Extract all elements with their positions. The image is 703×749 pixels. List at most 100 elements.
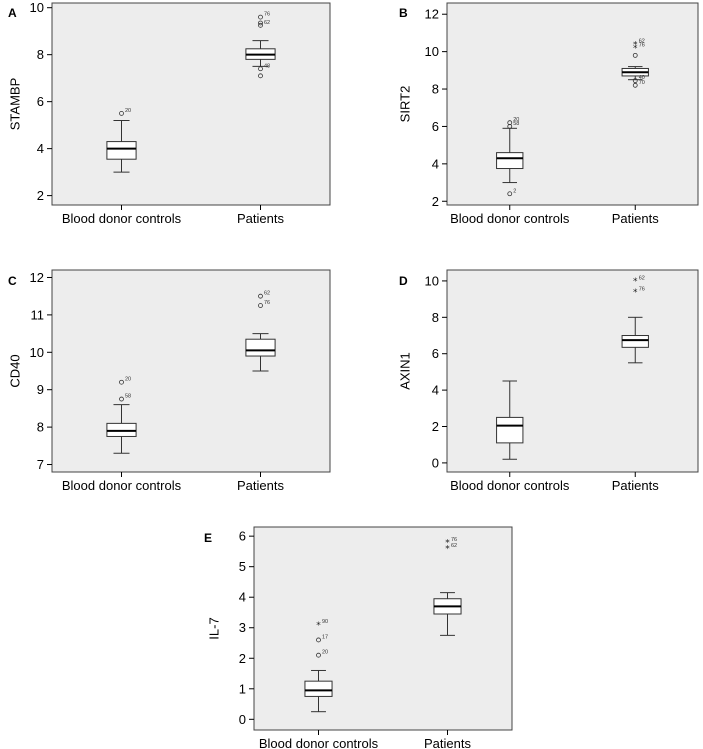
y-axis-label: IL-7 xyxy=(206,617,221,639)
plot-area xyxy=(446,2,699,206)
y-tick-label: 2 xyxy=(37,188,44,203)
y-axis-label: CD40 xyxy=(7,354,22,387)
y-tick-label: 0 xyxy=(432,455,439,470)
chart-panel-c: 7 8 9 10 11 12 CD40 C Blood donor controls Patien… xyxy=(7,269,331,493)
outlier-label: 62 xyxy=(451,543,457,549)
y-axis-label: AXIN1 xyxy=(397,352,412,390)
outlier-circle-marker xyxy=(258,66,263,72)
y-tick-label: 8 xyxy=(432,82,439,97)
outlier-label: 76 xyxy=(451,537,457,543)
y-tick-label: 5 xyxy=(239,559,246,574)
y-tick-label: 0 xyxy=(239,712,246,727)
chart-panel-b: 2 4 6 8 10 12 SIRT2 B Blood donor controls Patien… xyxy=(397,2,699,226)
outlier-circle-marker xyxy=(632,52,638,58)
panel-letter: A xyxy=(8,6,17,20)
outlier-star-marker: * xyxy=(633,40,638,50)
outlier-label: 2 xyxy=(513,188,516,194)
plot-area xyxy=(51,2,331,206)
panel-letter: E xyxy=(204,531,212,545)
y-tick-label: 9 xyxy=(37,382,44,397)
outlier-circle-marker xyxy=(258,293,263,299)
y-tick-label: 4 xyxy=(432,383,439,398)
outlier-circle-marker xyxy=(258,20,263,26)
y-tick-label: 3 xyxy=(239,620,246,635)
box-plot-patients: * 76* 62 xyxy=(433,537,462,636)
chart-panel-e: 0 1 2 3 4 5 6 IL-7 E Blood donor controls Patients… xyxy=(204,526,513,749)
box-plot-patients: 62 76 xyxy=(245,291,276,372)
iqr-box xyxy=(621,335,649,348)
outlier-label: 62 xyxy=(639,39,645,45)
outlier-label: 62 xyxy=(264,20,270,26)
box-plot-patients: 76 62 48 xyxy=(245,12,276,79)
outlier-star-marker: * xyxy=(633,277,638,287)
y-tick-label: 2 xyxy=(432,419,439,434)
panel-letter: D xyxy=(399,274,408,288)
outlier-label: 58 xyxy=(125,394,131,400)
x-tick-label: Blood donor controls xyxy=(62,211,182,226)
x-tick-label: Blood donor controls xyxy=(259,736,379,749)
x-tick-label: Patients xyxy=(237,478,284,493)
iqr-box xyxy=(496,152,524,170)
iqr-box xyxy=(304,680,333,697)
y-tick-label: 11 xyxy=(31,307,45,322)
outlier-circle-marker xyxy=(258,303,263,308)
y-tick-label: 12 xyxy=(30,270,44,285)
y-tick-label: 8 xyxy=(432,310,439,325)
y-tick-label: 10 xyxy=(425,44,439,59)
outlier-label: 20 xyxy=(125,108,131,114)
outlier-label: 76 xyxy=(639,286,645,292)
outlier-label: 40 xyxy=(639,75,645,81)
outlier-star-marker: * xyxy=(445,538,450,548)
outlier-label: 76 xyxy=(639,42,645,48)
outlier-star-marker: * xyxy=(633,44,638,54)
outlier-star-marker: * xyxy=(633,288,638,298)
outlier-circle-marker xyxy=(119,110,124,116)
plot-area xyxy=(253,526,513,731)
box-plot-controls xyxy=(496,380,524,460)
outlier-circle-marker xyxy=(258,14,263,20)
outlier-label: 76 xyxy=(264,300,270,306)
y-axis-label: STAMBP xyxy=(7,78,22,131)
y-tick-label: 8 xyxy=(37,420,44,435)
y-tick-label: 4 xyxy=(432,156,439,171)
outlier-circle-marker xyxy=(119,379,124,385)
y-tick-label: 4 xyxy=(239,590,246,605)
outlier-label: 20 xyxy=(513,117,519,123)
outlier-circle-marker xyxy=(316,652,321,658)
x-tick-label: Patients xyxy=(612,478,659,493)
chart-panel-d: 0 2 4 6 8 10 AXIN1 D Blood donor controls Patient… xyxy=(397,269,699,493)
outlier-circle-marker xyxy=(316,637,321,643)
outlier-label: 76 xyxy=(264,12,270,18)
x-tick-label: Blood donor controls xyxy=(62,478,182,493)
y-tick-label: 10 xyxy=(425,273,439,288)
box-plot-controls: 20 xyxy=(106,108,137,173)
outlier-label: 20 xyxy=(125,377,131,383)
outlier-circle-marker xyxy=(632,82,638,88)
x-tick-label: Blood donor controls xyxy=(450,478,570,493)
iqr-box xyxy=(245,338,276,357)
y-tick-label: 10 xyxy=(30,345,44,360)
outlier-label: 17 xyxy=(322,634,328,640)
outlier-circle-marker xyxy=(507,191,513,197)
y-tick-label: 10 xyxy=(30,0,44,15)
outlier-label: 70 xyxy=(639,80,645,86)
outlier-circle-marker xyxy=(507,124,513,129)
outlier-circle-marker xyxy=(258,22,263,28)
y-tick-label: 2 xyxy=(239,651,246,666)
outlier-label: 48 xyxy=(264,63,270,69)
outlier-label: 90 xyxy=(322,619,328,625)
y-tick-label: 2 xyxy=(432,194,439,209)
plot-area xyxy=(446,269,699,473)
outlier-circle-marker xyxy=(632,78,638,84)
outlier-star-marker: * xyxy=(316,621,321,631)
outlier-circle-marker xyxy=(258,73,263,79)
outlier-label: 58 xyxy=(513,121,519,127)
y-tick-label: 7 xyxy=(37,457,44,472)
y-tick-label: 6 xyxy=(37,94,44,109)
y-tick-label: 6 xyxy=(432,119,439,134)
outlier-circle-marker xyxy=(119,396,124,402)
